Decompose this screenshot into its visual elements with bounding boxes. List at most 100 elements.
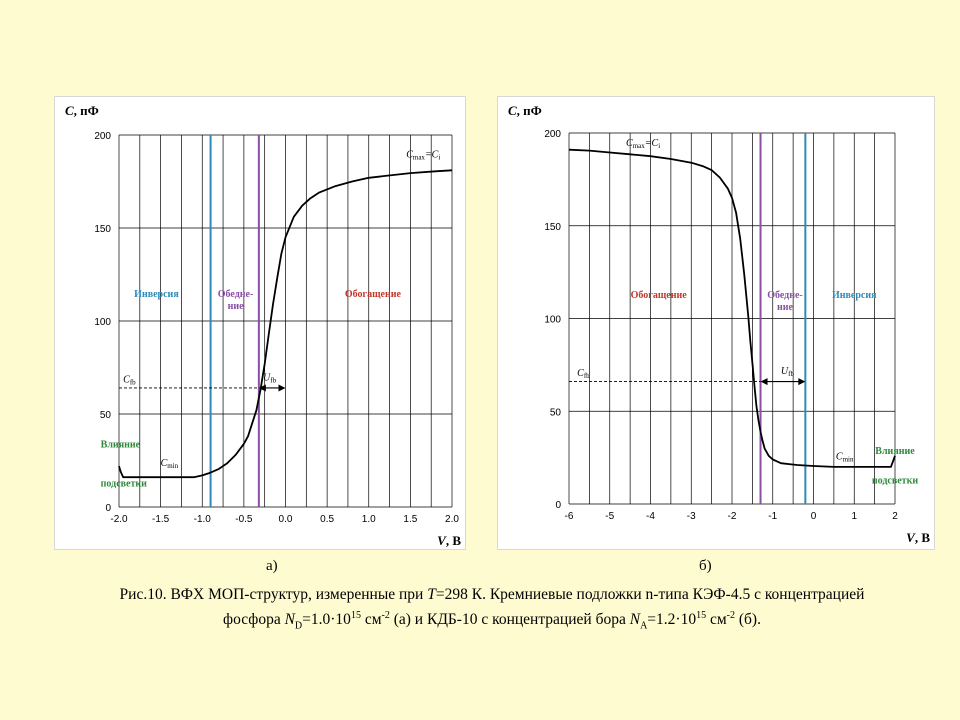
chart-b-region-label-line: Влияние — [875, 446, 915, 457]
chart-a-ufb-sub: fb — [270, 377, 276, 385]
chart-a-region-label-line: Обогащение — [345, 289, 402, 300]
chart-a-x-tick-label: 0.0 — [279, 514, 293, 525]
chart-a-x-tick-label: 1.0 — [362, 514, 376, 525]
chart-a-cfb-main: C — [123, 374, 130, 385]
chart-b-x-axis-unit: , В — [915, 530, 931, 545]
chart-a-x-tick-label: 1.5 — [403, 514, 417, 525]
chart-a-ufb-arrowhead-right — [278, 384, 286, 392]
chart-b-ufb-sub: fb — [788, 370, 794, 378]
chart-b-x-axis-title: V, В — [906, 530, 930, 545]
chart-b-region-label-line: ние — [777, 302, 794, 313]
caption-run: см — [706, 611, 727, 629]
chart-b-cmax-label: Cmax=Ci — [626, 138, 660, 150]
chart-b-x-tick-label: 1 — [851, 511, 857, 522]
chart-a-cfb-label: Cfb — [123, 374, 136, 386]
chart-b-x-tick-label: -1 — [768, 511, 777, 522]
chart-a-region-label: Обогащение — [345, 289, 402, 300]
chart-b-region-label: подсветки — [872, 476, 918, 487]
chart-a-cmax-sub: max — [413, 153, 426, 161]
chart-b-cmin-label: Cmin — [836, 451, 854, 463]
chart-b-cmax-main: C — [626, 138, 633, 149]
chart-b-region-label: Обедне-ние — [767, 290, 803, 313]
figure-caption: Рис.10. ВФХ МОП-структур, измеренные при… — [40, 584, 944, 636]
chart-a-y-tick-label: 100 — [94, 317, 111, 328]
chart-a-ufb-label: Ufb — [263, 373, 277, 385]
chart-b-x-tick-label: 2 — [892, 511, 898, 522]
caption-run: см — [360, 611, 382, 629]
caption-run: =1.2·10 — [647, 611, 697, 629]
caption-run: =298 К. Кремниевые подложки n-типа КЭФ-4… — [435, 586, 865, 603]
chart-a-x-axis-var: V — [437, 533, 447, 548]
chart-a-x-axis-title: V, В — [437, 533, 461, 548]
caption-run: (б). — [735, 611, 761, 629]
chart-b-x-tick-label: -2 — [728, 511, 737, 522]
chart-a-region-label: Обедне-ние — [218, 289, 254, 312]
chart-b-cmax-sub2: i — [658, 142, 660, 150]
chart-a-cmax-main: C — [406, 149, 413, 160]
caption-line-2: фосфора ND=1.0·1015 см-2 (а) и КДБ-10 с … — [40, 605, 944, 636]
caption-run: A — [640, 620, 648, 632]
chart-a-region-label-line: подсветки — [101, 479, 147, 490]
chart-b-cmin-sub: min — [843, 455, 854, 463]
chart-b-cmin-main: C — [836, 451, 843, 462]
chart-b-ufb-label: Ufb — [781, 366, 795, 378]
chart-b-region-label: Обогащение — [631, 290, 688, 301]
chart-a-region-label-line: Влияние — [101, 439, 141, 450]
chart-b-region-label: Инверсия — [832, 290, 877, 301]
chart-a-cmin-main: C — [161, 458, 168, 469]
subfigure-label-a: а) — [266, 558, 278, 574]
chart-a-x-tick-label: 0.5 — [320, 514, 334, 525]
chart-a-y-tick-label: 0 — [105, 503, 111, 514]
chart-b-y-axis-unit: , пФ — [517, 103, 542, 118]
chart-a-cmin-sub: min — [167, 462, 178, 470]
chart-a-cfb-sub: fb — [130, 378, 136, 386]
chart-b-cv-curve — [568, 148, 896, 468]
chart-a-y-tick-label: 150 — [94, 224, 111, 235]
chart-b-y-tick-label: 0 — [555, 500, 561, 511]
chart-a-ufb-arrowhead-left — [258, 384, 266, 392]
chart-a-region-label-line: Обедне- — [218, 289, 254, 300]
caption-run: 15 — [696, 610, 707, 621]
chart-b-cfb-label: Cfb — [577, 368, 590, 380]
chart-b-region-label-line: подсветки — [872, 476, 918, 487]
chart-a-x-tick-label: -1.5 — [152, 514, 170, 525]
chart-a-ufb-main: U — [263, 373, 271, 384]
chart-b-region-label-line: Обогащение — [631, 290, 688, 301]
chart-a-y-tick-label: 200 — [94, 131, 111, 142]
caption-run: T — [427, 586, 436, 603]
caption-run: N — [284, 611, 295, 629]
chart-b-x-tick-label: -4 — [646, 511, 655, 522]
chart-b-y-axis-var: C — [508, 103, 517, 118]
chart-b-cfb-sub: fb — [584, 372, 590, 380]
chart-b-ufb-arrowhead-left — [760, 378, 768, 386]
chart-a-svg: -2.0 -1.5 -1.0 -0.5 0.0 0.5 1.0 1.5 2.0 0 50 100 150… — [65, 103, 461, 548]
chart-b-cfb-main: C — [577, 368, 584, 379]
chart-a-region-label: Влияние — [101, 439, 141, 450]
chart-b-ufb-arrowhead-right — [798, 378, 806, 386]
chart-b-ufb-main: U — [781, 366, 789, 377]
chart-a-y-axis-unit: , пФ — [74, 103, 99, 118]
chart-a-cmax-label: Cmax=Ci — [406, 149, 440, 161]
chart-b-x-tick-label: 0 — [811, 511, 817, 522]
chart-panel-a: -2.0 -1.5 -1.0 -0.5 0.0 0.5 1.0 1.5 2.0 0 50 100 150… — [54, 96, 466, 550]
chart-b-y-tick-label: 100 — [544, 315, 561, 326]
chart-b-x-axis-var: V — [906, 530, 916, 545]
chart-b-y-tick-label: 150 — [544, 222, 561, 233]
chart-b-x-tick-label: -6 — [565, 511, 574, 522]
chart-a-x-tick-label: -2.0 — [110, 514, 128, 525]
chart-a-region-label: подсветки — [101, 479, 147, 490]
chart-a-region-label: Инверсия — [134, 289, 179, 300]
chart-b-y-axis-title: C, пФ — [508, 103, 542, 118]
chart-b-region-label-line: Обедне- — [767, 290, 803, 301]
chart-a-y-tick-label: 50 — [100, 410, 112, 421]
caption-run: (а) и КДБ-10 с концентрацией бора — [389, 611, 630, 629]
chart-a-x-axis-unit: , В — [446, 533, 462, 548]
chart-a-y-axis-var: C — [65, 103, 74, 118]
caption-run: фосфора — [223, 611, 285, 629]
caption-run: D — [294, 620, 303, 632]
caption-run: -2 — [381, 610, 390, 621]
chart-a-cmin-label: Cmin — [161, 458, 179, 470]
caption-run: 15 — [350, 610, 361, 621]
chart-b-x-tick-label: -5 — [605, 511, 614, 522]
